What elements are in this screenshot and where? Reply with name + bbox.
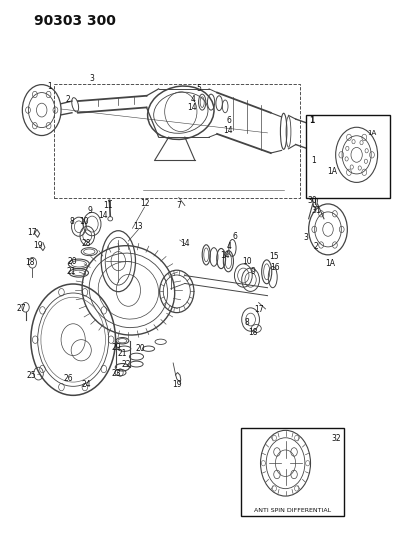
Text: 9: 9 bbox=[250, 268, 255, 276]
Text: 4: 4 bbox=[190, 95, 195, 104]
Text: 28: 28 bbox=[81, 239, 91, 248]
Text: 6: 6 bbox=[231, 232, 236, 241]
Bar bbox=[241, 428, 343, 516]
Text: 21: 21 bbox=[66, 268, 76, 276]
Circle shape bbox=[261, 461, 265, 466]
Text: 14: 14 bbox=[220, 252, 229, 261]
Text: 31: 31 bbox=[310, 206, 320, 215]
Text: 26: 26 bbox=[63, 374, 72, 383]
Text: 18: 18 bbox=[25, 258, 34, 266]
Text: 3: 3 bbox=[90, 74, 94, 83]
Text: 14: 14 bbox=[186, 103, 196, 112]
Text: 14: 14 bbox=[98, 211, 108, 220]
Text: 7: 7 bbox=[176, 201, 181, 210]
Text: 1A: 1A bbox=[324, 260, 334, 268]
Text: 29: 29 bbox=[111, 343, 121, 352]
Text: 10: 10 bbox=[242, 257, 252, 265]
Text: 32: 32 bbox=[330, 434, 340, 443]
Text: 20: 20 bbox=[67, 257, 77, 265]
Text: 9: 9 bbox=[87, 206, 92, 215]
Text: 1A: 1A bbox=[326, 166, 336, 175]
Text: 15: 15 bbox=[268, 253, 278, 262]
Circle shape bbox=[272, 486, 276, 491]
Text: 6: 6 bbox=[226, 116, 231, 125]
Text: 18: 18 bbox=[248, 328, 258, 337]
Text: 20: 20 bbox=[135, 344, 145, 353]
Text: 23: 23 bbox=[111, 369, 121, 378]
Text: ANTI SPIN DIFFERENTIAL: ANTI SPIN DIFFERENTIAL bbox=[254, 508, 330, 513]
Text: 30: 30 bbox=[306, 196, 316, 205]
Text: 17: 17 bbox=[27, 228, 36, 237]
Text: 13: 13 bbox=[133, 222, 143, 231]
Text: 19: 19 bbox=[33, 241, 43, 250]
Text: 24: 24 bbox=[81, 379, 91, 389]
Text: 1A: 1A bbox=[367, 131, 375, 136]
Text: 8: 8 bbox=[69, 217, 74, 226]
Text: 2: 2 bbox=[65, 95, 70, 104]
Text: 11: 11 bbox=[103, 201, 113, 210]
Text: 19: 19 bbox=[172, 379, 181, 389]
Circle shape bbox=[272, 435, 276, 441]
Text: 16: 16 bbox=[269, 263, 279, 272]
Text: 17: 17 bbox=[254, 305, 264, 314]
Text: 8: 8 bbox=[244, 318, 249, 327]
Text: 22: 22 bbox=[122, 360, 131, 369]
Text: 14: 14 bbox=[179, 239, 189, 248]
Text: 3: 3 bbox=[303, 233, 307, 242]
Circle shape bbox=[294, 435, 298, 441]
Text: 25: 25 bbox=[27, 370, 36, 379]
Text: 14: 14 bbox=[223, 126, 232, 135]
Text: 5: 5 bbox=[196, 84, 201, 93]
Text: 1: 1 bbox=[47, 82, 52, 91]
Text: 27: 27 bbox=[17, 304, 26, 313]
Text: 1: 1 bbox=[311, 156, 315, 165]
Circle shape bbox=[305, 461, 309, 466]
Text: 12: 12 bbox=[139, 199, 149, 208]
Circle shape bbox=[294, 486, 298, 491]
Text: 10: 10 bbox=[79, 217, 89, 226]
Text: 21: 21 bbox=[117, 350, 127, 359]
Text: 4: 4 bbox=[226, 242, 231, 251]
Text: 1: 1 bbox=[308, 116, 313, 125]
Bar bbox=[305, 115, 390, 198]
Text: 2: 2 bbox=[313, 242, 318, 251]
Text: 90303 300: 90303 300 bbox=[34, 14, 115, 28]
